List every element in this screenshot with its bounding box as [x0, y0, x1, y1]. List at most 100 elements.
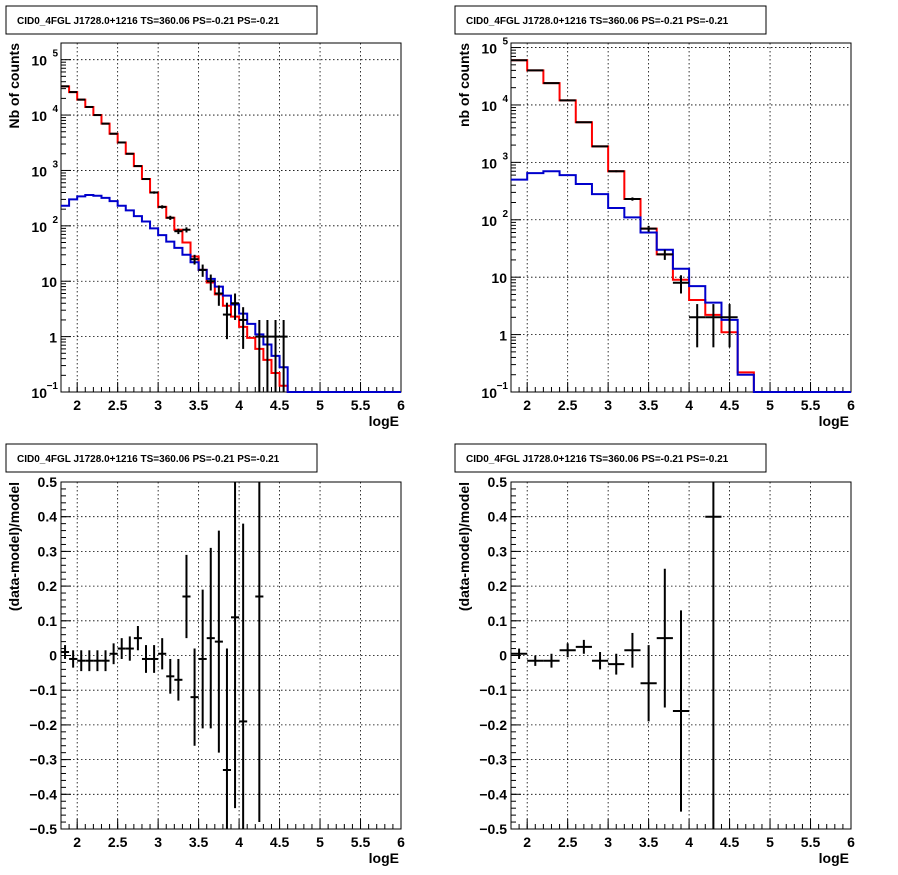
x-tick-label: 3.5 — [189, 834, 209, 850]
y-tick-label-exponent: −1 — [497, 381, 509, 392]
data-point — [125, 152, 134, 155]
y-tick-label-exponent: 3 — [52, 159, 58, 170]
data-point — [263, 319, 272, 392]
x-tick-label: 3 — [604, 834, 612, 850]
chart-title: CID0_4FGL J1728.0+1216 TS=360.06 PS=-0.2… — [17, 454, 280, 465]
data-point — [150, 191, 159, 194]
y-tick-label-exponent: 2 — [52, 215, 58, 226]
y-tick-label: −0.2 — [29, 717, 57, 733]
data-point — [222, 648, 231, 829]
data-point — [69, 650, 78, 668]
data-point — [117, 638, 126, 659]
data-point — [231, 482, 240, 809]
chart-panel-bottom-left: CID0_4FGL J1728.0+1216 TS=360.06 PS=-0.2… — [5, 443, 405, 866]
x-tick-label: 5.5 — [801, 397, 821, 413]
y-tick-label: 0 — [499, 648, 507, 664]
x-tick-label: 5 — [316, 397, 324, 413]
data-point — [101, 650, 110, 672]
data-point — [190, 648, 199, 746]
data-point — [117, 141, 126, 144]
data-point — [133, 165, 142, 168]
data-point — [559, 643, 576, 658]
y-tick-label: −0.4 — [479, 786, 507, 802]
data-point — [239, 523, 248, 829]
y-tick-label: 10 — [481, 213, 497, 229]
x-axis-label: logE — [819, 850, 849, 866]
data-point — [158, 638, 167, 670]
y-tick-label: 10 — [481, 41, 497, 57]
data-point — [125, 636, 134, 661]
data-point — [575, 121, 592, 124]
data-point — [85, 650, 94, 672]
data-point — [672, 275, 690, 294]
plot-frame — [60, 42, 402, 393]
data-point — [182, 227, 191, 233]
data-point — [190, 254, 199, 265]
y-tick-label: 0.3 — [488, 543, 508, 559]
plot-frame — [510, 42, 852, 393]
x-tick-label: 4.5 — [270, 834, 290, 850]
x-tick-label: 3.5 — [639, 397, 659, 413]
y-tick-label-exponent: 4 — [502, 94, 508, 105]
x-tick-label: 5.5 — [351, 397, 371, 413]
y-tick-label: 0.2 — [488, 578, 508, 594]
data-point — [214, 285, 223, 306]
x-tick-label: 2 — [73, 834, 81, 850]
x-tick-label: 2.5 — [108, 834, 128, 850]
x-tick-label: 3 — [154, 397, 162, 413]
y-tick-label: 0 — [49, 648, 57, 664]
data-point — [591, 652, 609, 670]
y-axis-label: (data-model)/model — [6, 482, 22, 611]
x-tick-label: 5 — [316, 834, 324, 850]
x-axis-label: logE — [369, 413, 399, 429]
chart-panel-top-left: CID0_4FGL J1728.0+1216 TS=360.06 PS=-0.2… — [5, 5, 405, 429]
data-point — [141, 178, 151, 181]
data-point — [511, 648, 528, 659]
y-tick-label-exponent: 2 — [502, 209, 508, 220]
y-tick-label: 10 — [481, 98, 497, 114]
x-tick-label: 6 — [847, 834, 855, 850]
data-point — [689, 304, 706, 348]
y-tick-label: −0.1 — [29, 682, 57, 698]
data-point — [656, 568, 673, 708]
x-tick-label: 6 — [397, 834, 405, 850]
y-tick-label: 10 — [31, 108, 47, 124]
data-point — [705, 482, 722, 829]
chart-title: CID0_4FGL J1728.0+1216 TS=360.06 PS=-0.2… — [466, 16, 729, 27]
data-point — [93, 650, 102, 672]
data-point — [206, 547, 215, 729]
data-point — [624, 197, 641, 201]
x-tick-label: 3.5 — [189, 397, 209, 413]
model-source-histogram — [511, 170, 851, 393]
y-tick-label: 0.1 — [38, 613, 58, 629]
data-point — [640, 225, 657, 232]
y-tick-label: −0.3 — [29, 752, 57, 768]
y-tick-label: −0.5 — [479, 821, 507, 837]
x-tick-label: 5.5 — [801, 834, 821, 850]
x-tick-label: 2 — [523, 834, 531, 850]
y-tick-label: 10 — [41, 274, 57, 290]
data-point — [166, 215, 175, 220]
y-tick-label-exponent: 5 — [502, 37, 508, 48]
y-tick-label: 1 — [499, 328, 507, 344]
y-tick-label-exponent: 5 — [52, 49, 58, 60]
y-tick-label: −0.4 — [29, 786, 57, 802]
data-point — [158, 205, 167, 209]
x-tick-label: 5 — [766, 397, 774, 413]
data-point — [721, 304, 738, 348]
data-point — [174, 228, 183, 235]
x-tick-label: 3.5 — [639, 834, 659, 850]
x-tick-label: 4.5 — [720, 834, 740, 850]
chart-panel-bottom-right: CID0_4FGL J1728.0+1216 TS=360.06 PS=-0.2… — [454, 443, 855, 866]
x-tick-label: 4 — [235, 397, 243, 413]
y-tick-label: 0.1 — [488, 613, 508, 629]
y-axis-label: (data-model)/model — [456, 482, 472, 611]
data-point — [182, 554, 191, 639]
data-point — [640, 645, 657, 722]
y-tick-label: −0.5 — [29, 821, 57, 837]
y-tick-label: 10 — [31, 219, 47, 235]
data-point — [624, 632, 641, 668]
x-tick-label: 4 — [685, 397, 693, 413]
chart-title-box — [454, 443, 767, 473]
data-point — [133, 626, 142, 651]
